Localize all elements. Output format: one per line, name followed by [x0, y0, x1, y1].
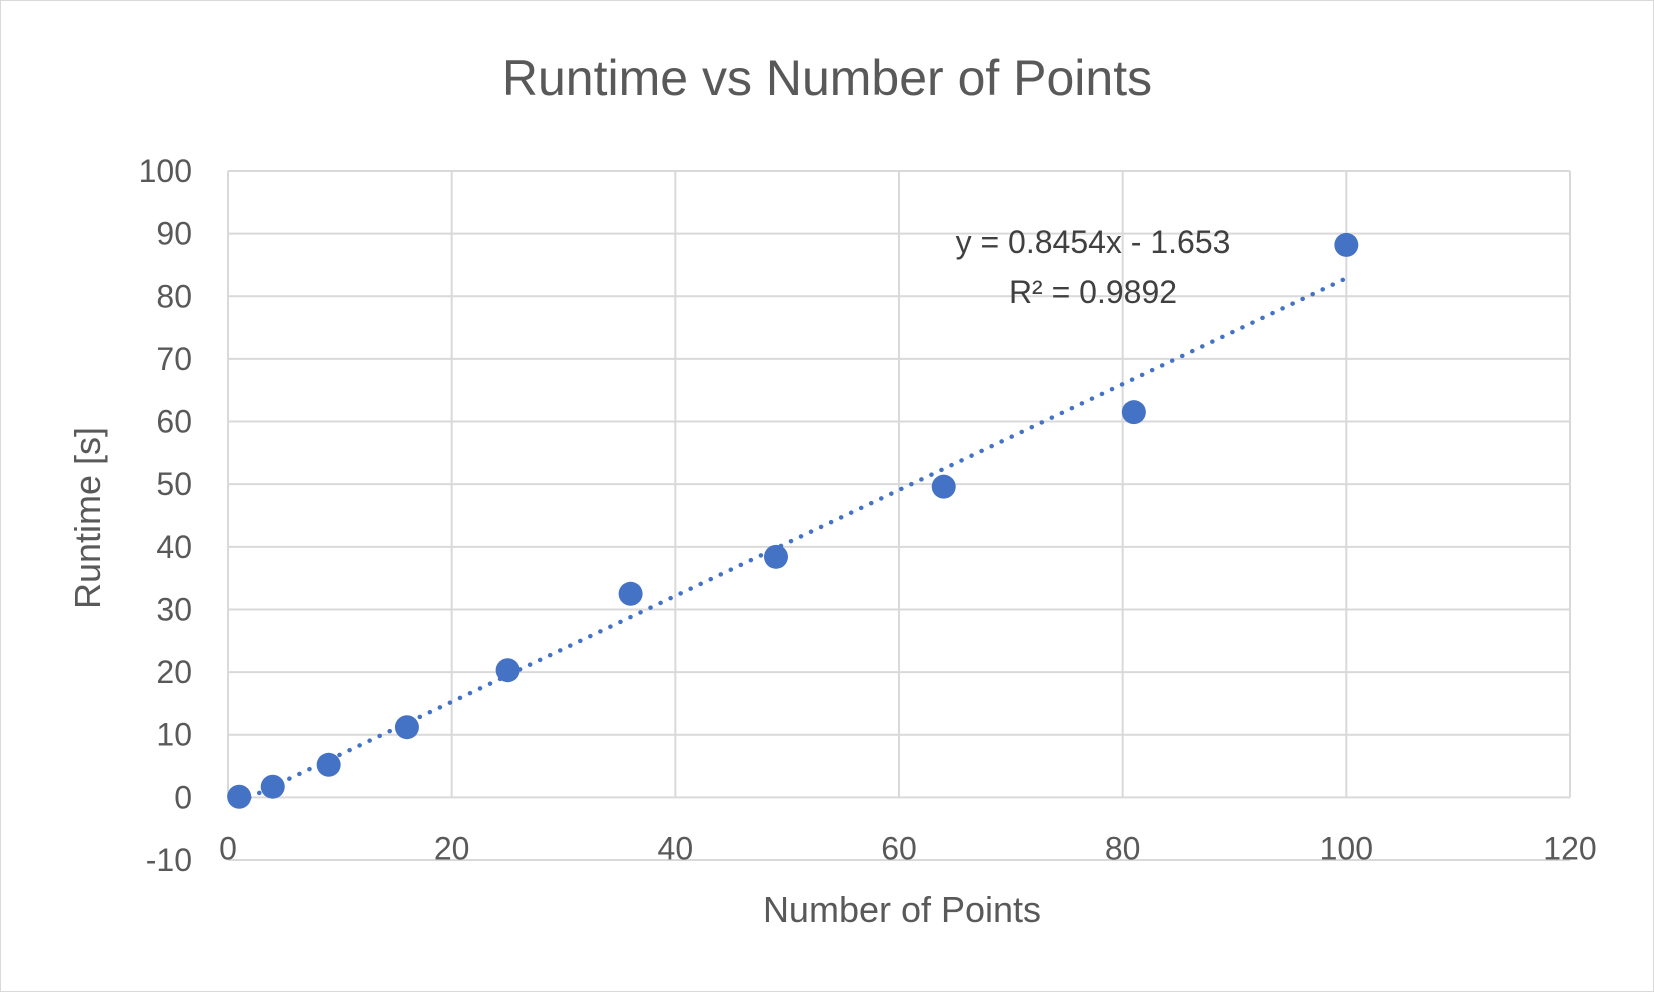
data-points-layer [227, 232, 1359, 809]
x-tick-label: 120 [1543, 830, 1596, 866]
y-tick-label: -10 [146, 842, 192, 878]
chart-title: Runtime vs Number of Points [502, 50, 1152, 106]
data-point [227, 784, 252, 809]
data-point [394, 715, 419, 740]
y-axis-label: Runtime [s] [67, 427, 108, 609]
y-tick-label: 20 [156, 654, 192, 690]
x-tick-label: 60 [881, 830, 917, 866]
y-tick-label: 70 [156, 341, 192, 377]
trendline [236, 275, 1349, 805]
data-point [763, 544, 788, 569]
x-tick-label: 0 [219, 830, 237, 866]
trendline-layer [236, 275, 1349, 805]
tick-labels-layer: -10 0 10 20 30 40 50 60 70 80 90 100 0 20 40 60 80 100 120 [139, 153, 1597, 878]
data-point [1334, 232, 1359, 257]
y-tick-label: 90 [156, 216, 192, 252]
data-point [316, 752, 341, 777]
y-tick-label: 30 [156, 591, 192, 627]
x-axis-label: Number of Points [763, 889, 1041, 930]
data-point [931, 474, 956, 499]
y-tick-label: 80 [156, 278, 192, 314]
y-tick-label: 60 [156, 404, 192, 440]
y-tick-label: 50 [156, 466, 192, 502]
data-point [260, 774, 285, 799]
y-tick-label: 40 [156, 529, 192, 565]
x-tick-label: 40 [658, 830, 694, 866]
y-tick-label: 0 [174, 779, 192, 815]
x-tick-label: 80 [1105, 830, 1141, 866]
trendline-r-squared: R² = 0.9892 [1009, 274, 1177, 310]
grid-layer [227, 170, 1571, 861]
data-point [618, 581, 643, 606]
y-tick-label: 10 [156, 717, 192, 753]
data-point [1121, 400, 1146, 425]
x-tick-label: 100 [1320, 830, 1373, 866]
y-tick-label: 100 [139, 153, 192, 189]
x-tick-label: 20 [434, 830, 470, 866]
trendline-equation: y = 0.8454x - 1.653 [956, 224, 1231, 260]
data-point [495, 658, 520, 683]
